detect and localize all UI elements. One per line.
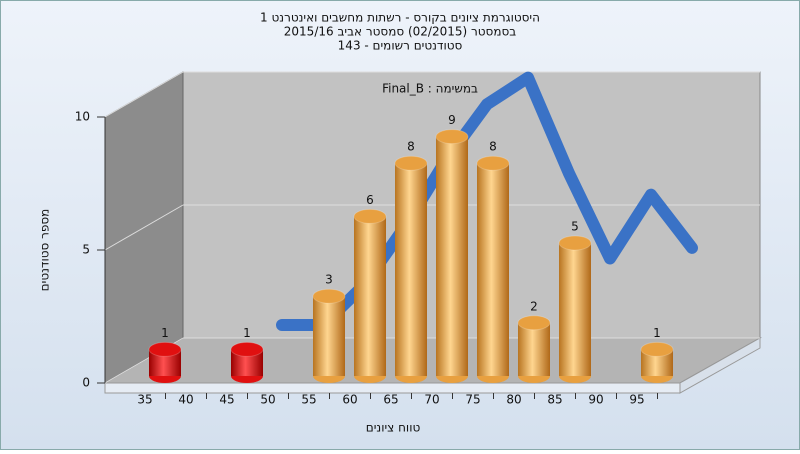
y-tick-label: 0	[82, 376, 90, 390]
bar	[354, 216, 386, 376]
bar-top	[312, 288, 346, 304]
value-label: 1	[161, 326, 169, 340]
x-tick-label: 95	[629, 393, 644, 407]
bar	[477, 163, 509, 376]
x-tick-label: 65	[383, 393, 398, 407]
x-tick-label: 55	[301, 393, 316, 407]
y-axis-label: מספר סטודנטים	[38, 209, 52, 292]
bar	[436, 136, 468, 376]
x-axis-label: טווח ציונים	[366, 421, 421, 435]
y-tick-label: 5	[82, 243, 90, 257]
bar-top	[353, 208, 387, 224]
bar	[313, 296, 345, 376]
bar	[518, 322, 550, 376]
value-label: 8	[489, 140, 497, 154]
x-tick-label: 50	[260, 393, 275, 407]
value-label: 5	[571, 220, 579, 234]
x-tick-label: 75	[465, 393, 480, 407]
y-tick-label: 10	[75, 110, 90, 124]
value-label: 1	[243, 326, 251, 340]
chart-subtitle: סטודנטים רשומים - 143	[338, 39, 463, 53]
bar	[395, 163, 427, 376]
x-tick-label: 80	[506, 393, 521, 407]
bar-top	[640, 341, 674, 357]
x-tick-label: 85	[547, 393, 562, 407]
value-label: 9	[448, 113, 456, 127]
floor-edge	[104, 382, 681, 394]
x-tick-label: 60	[342, 393, 357, 407]
floor-side	[679, 337, 761, 394]
bar-top	[476, 155, 510, 171]
chart-title: היסטוגרמת ציונים בקורס - רשתות מחשבים וא…	[260, 11, 540, 25]
value-label: 1	[653, 326, 661, 340]
bar-top	[558, 235, 592, 251]
trend-ribbon	[276, 71, 698, 332]
value-label: 6	[366, 193, 374, 207]
value-label: 3	[325, 273, 333, 287]
chart-subtitle: בסמסטר (02/2015) סמסטר אביב 2015/16	[284, 25, 516, 39]
x-tick-label: 40	[178, 393, 193, 407]
x-tick-label: 70	[424, 393, 439, 407]
bar-top	[435, 129, 469, 145]
value-label: 8	[407, 140, 415, 154]
grid-line	[104, 71, 184, 118]
annotation: Final_B : במשימה	[382, 82, 478, 96]
bar-top	[148, 341, 182, 357]
value-label: 2	[530, 299, 538, 313]
x-tick-label: 35	[137, 393, 152, 407]
x-tick-label: 90	[588, 393, 603, 407]
bar-top	[394, 155, 428, 171]
x-tick-label: 45	[219, 393, 234, 407]
grid-line	[104, 204, 184, 251]
bar-top	[517, 315, 551, 331]
bar-top	[230, 341, 264, 357]
bar	[559, 243, 591, 376]
